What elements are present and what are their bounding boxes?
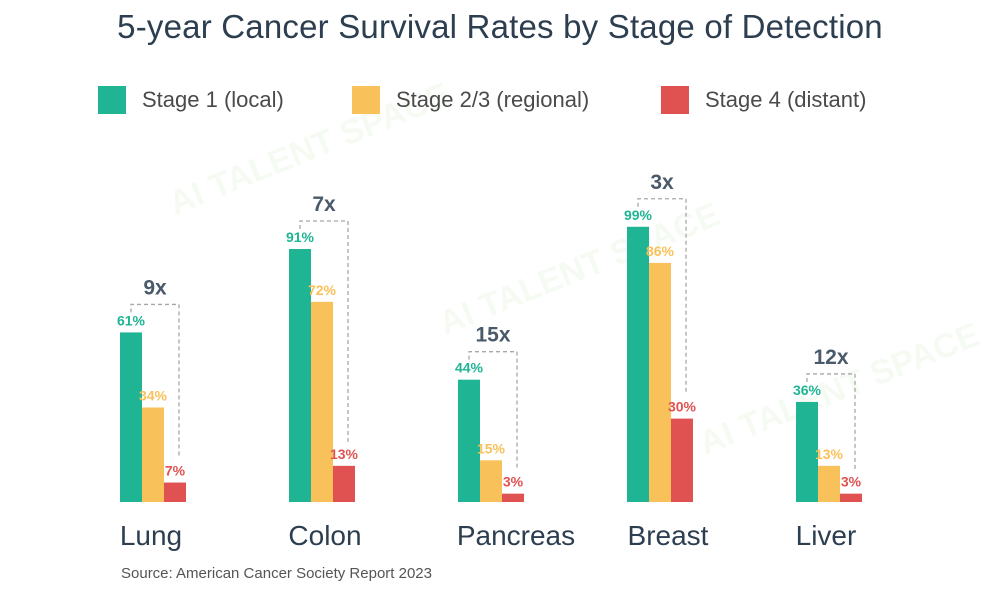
value-label-lung-stage-1: 61% <box>117 312 146 328</box>
bar-pancreas-stage-2 <box>480 460 502 502</box>
ratio-bracket-lung <box>130 303 180 459</box>
bar-liver-stage-2 <box>818 465 840 502</box>
category-label-colon: Colon <box>288 520 361 551</box>
legend-item-stage-2-3: Stage 2/3 (regional) <box>352 84 589 116</box>
bar-colon-stage-3 <box>333 465 355 502</box>
category-label-pancreas: Pancreas <box>457 520 575 551</box>
source-note: Source: American Cancer Society Report 2… <box>121 565 432 582</box>
value-label-lung-stage-3: 7% <box>165 463 186 479</box>
category-label-breast: Breast <box>628 520 709 551</box>
legend-swatch-stage-2-3 <box>352 86 380 114</box>
value-label-liver-stage-3: 3% <box>841 474 862 490</box>
ratio-bracket-breast <box>637 198 687 395</box>
bar-lung-stage-3 <box>164 482 186 502</box>
category-label-liver: Liver <box>796 520 857 551</box>
legend-label-stage-1: Stage 1 (local) <box>142 87 284 112</box>
ratio-label-pancreas: 15x <box>475 324 510 347</box>
legend-item-stage-4: Stage 4 (distant) <box>661 84 866 116</box>
value-label-pancreas-stage-3: 3% <box>503 474 524 490</box>
chart-title: 5-year Cancer Survival Rates by Stage of… <box>117 8 883 45</box>
bar-lung-stage-2 <box>142 407 164 502</box>
bar-colon-stage-1 <box>289 249 311 502</box>
category-label-lung: Lung <box>120 520 182 551</box>
ratio-bracket-colon <box>299 220 349 442</box>
ratio-label-colon: 7x <box>312 193 336 216</box>
ratio-bracket-liver <box>806 373 856 470</box>
value-label-lung-stage-2: 34% <box>139 387 168 403</box>
ratio-bracket-pancreas <box>468 351 518 470</box>
bar-breast-stage-3 <box>671 418 693 502</box>
bar-pancreas-stage-3 <box>502 493 524 502</box>
value-label-colon-stage-2: 72% <box>308 282 337 298</box>
value-label-breast-stage-2: 86% <box>646 243 675 259</box>
value-label-liver-stage-2: 13% <box>815 446 844 462</box>
value-label-pancreas-stage-1: 44% <box>455 360 484 376</box>
ratio-label-liver: 12x <box>813 346 848 369</box>
legend-swatch-stage-1 <box>98 86 126 114</box>
ratio-label-lung: 9x <box>143 276 167 299</box>
bar-lung-stage-1 <box>120 332 142 502</box>
bar-breast-stage-1 <box>627 226 649 502</box>
bar-liver-stage-3 <box>840 493 862 502</box>
value-label-colon-stage-1: 91% <box>286 229 315 245</box>
legend-swatch-stage-4 <box>661 86 689 114</box>
value-label-colon-stage-3: 13% <box>330 446 359 462</box>
ratio-label-breast: 3x <box>650 171 674 194</box>
value-label-liver-stage-1: 36% <box>793 382 822 398</box>
value-label-breast-stage-3: 30% <box>668 399 697 415</box>
legend-label-stage-2-3: Stage 2/3 (regional) <box>396 87 590 112</box>
bar-breast-stage-2 <box>649 262 671 502</box>
value-label-breast-stage-1: 99% <box>624 207 653 223</box>
bar-colon-stage-2 <box>311 301 333 502</box>
legend-label-stage-4: Stage 4 (distant) <box>705 87 867 112</box>
legend-item-stage-1: Stage 1 (local) <box>98 84 284 116</box>
bar-pancreas-stage-1 <box>458 379 480 502</box>
value-label-pancreas-stage-2: 15% <box>477 440 506 456</box>
bar-liver-stage-1 <box>796 401 818 502</box>
